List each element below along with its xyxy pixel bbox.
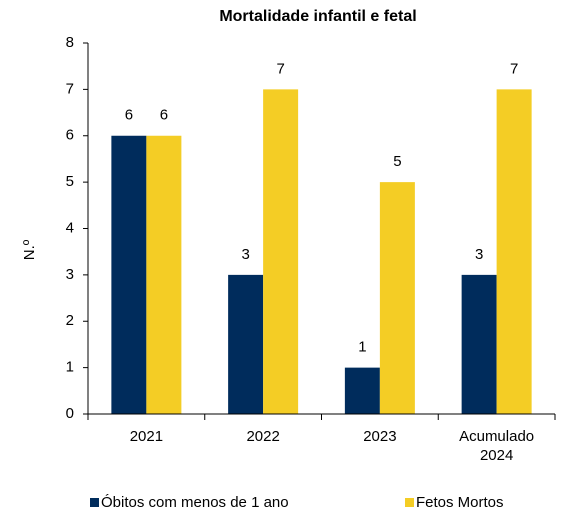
y-tick-label: 6 xyxy=(66,127,74,144)
y-axis-label: N.º xyxy=(21,239,38,260)
y-tick-label: 5 xyxy=(66,173,74,190)
y-tick-label: 0 xyxy=(66,405,74,422)
bar xyxy=(263,89,299,414)
value-label: 7 xyxy=(276,60,284,77)
bar xyxy=(228,274,264,414)
bar xyxy=(344,367,380,414)
legend-swatch xyxy=(90,498,99,507)
y-tick-label: 1 xyxy=(66,359,74,376)
x-tick-label: Acumulado 2024 xyxy=(459,428,534,464)
value-label: 1 xyxy=(358,339,366,356)
chart-title: Mortalidade infantil e fetal xyxy=(219,8,416,25)
legend-label: Óbitos com menos de 1 ano xyxy=(101,494,289,511)
y-tick-label: 8 xyxy=(66,34,74,51)
bar xyxy=(496,89,532,414)
y-tick-label: 3 xyxy=(66,266,74,283)
value-label: 5 xyxy=(393,153,401,170)
x-tick-label: 2022 xyxy=(246,428,279,445)
bar xyxy=(146,135,182,414)
value-label: 6 xyxy=(160,107,168,124)
x-tick-label: 2023 xyxy=(363,428,396,445)
bar xyxy=(461,274,497,414)
bar xyxy=(379,182,415,414)
value-label: 3 xyxy=(475,246,483,263)
bar xyxy=(111,135,147,414)
y-tick-label: 4 xyxy=(66,219,74,236)
value-label: 6 xyxy=(125,107,133,124)
y-tick-label: 7 xyxy=(66,80,74,97)
value-label: 7 xyxy=(510,60,518,77)
value-label: 3 xyxy=(241,246,249,263)
x-tick-label: 2021 xyxy=(130,428,163,445)
legend-label: Fetos Mortos xyxy=(416,494,504,511)
legend-swatch xyxy=(405,498,414,507)
y-tick-label: 2 xyxy=(66,312,74,329)
